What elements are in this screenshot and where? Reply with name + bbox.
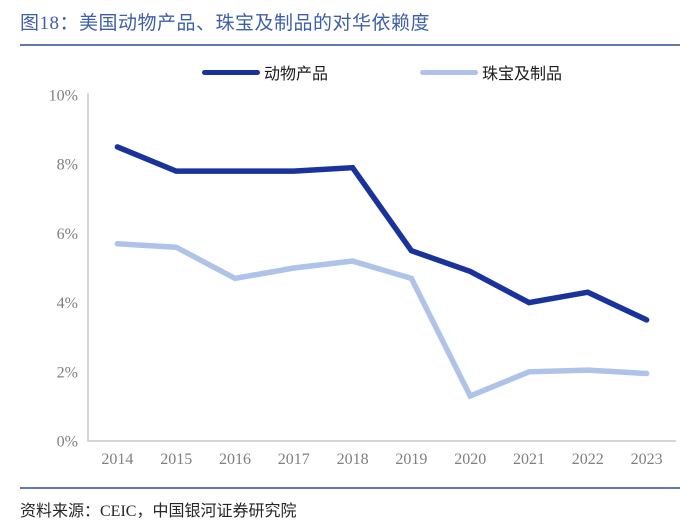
line-chart: 0% 2% 4% 6% 8% 10% 2014 2015 2016 2017 2018 2019 202… <box>49 88 676 468</box>
x-axis-tick-label: 2020 <box>454 451 486 468</box>
source-note: 资料来源：CEIC，中国银河证券研究院 <box>20 503 297 520</box>
x-axis-tick-label: 2017 <box>278 451 310 468</box>
x-axis-tick-label: 2022 <box>572 451 604 468</box>
legend-label: 动物产品 <box>263 66 328 83</box>
x-axis-tick-label: 2019 <box>395 451 427 468</box>
legend-label: 珠宝及制品 <box>482 66 563 83</box>
legend-item-animal-products: 动物产品 <box>201 60 328 84</box>
y-axis-tick-label: 8% <box>57 157 78 174</box>
axis-lines <box>87 93 676 442</box>
y-axis-tick-label: 6% <box>57 226 78 243</box>
legend-item-jewelry: 珠宝及制品 <box>420 60 562 84</box>
x-axis-tick-label: 2014 <box>101 451 133 468</box>
chart-title: 图18：美国动物产品、珠宝及制品的对华依赖度 <box>20 13 431 34</box>
y-axis-tick-label: 10% <box>49 88 78 105</box>
series-line-animal-products <box>114 144 650 323</box>
x-axis-tick-label: 2015 <box>160 451 192 468</box>
x-axis-tick-label: 2016 <box>219 451 251 468</box>
legend-line-swatch-light <box>420 69 478 75</box>
y-axis-tick-label: 2% <box>57 364 78 381</box>
legend-line-swatch-dark <box>201 69 260 75</box>
footer-divider <box>20 487 680 489</box>
x-axis-tick-label: 2021 <box>513 451 545 468</box>
title-divider <box>20 44 680 46</box>
x-axis-tick-label: 2023 <box>631 451 663 468</box>
x-axis-tick-label: 2018 <box>337 451 369 468</box>
chart-legend: 动物产品 珠宝及制品 <box>88 60 676 84</box>
y-axis-tick-label: 0% <box>57 434 78 451</box>
y-axis-tick-label: 4% <box>57 295 78 312</box>
series-line-jewelry-and-products <box>114 241 650 400</box>
